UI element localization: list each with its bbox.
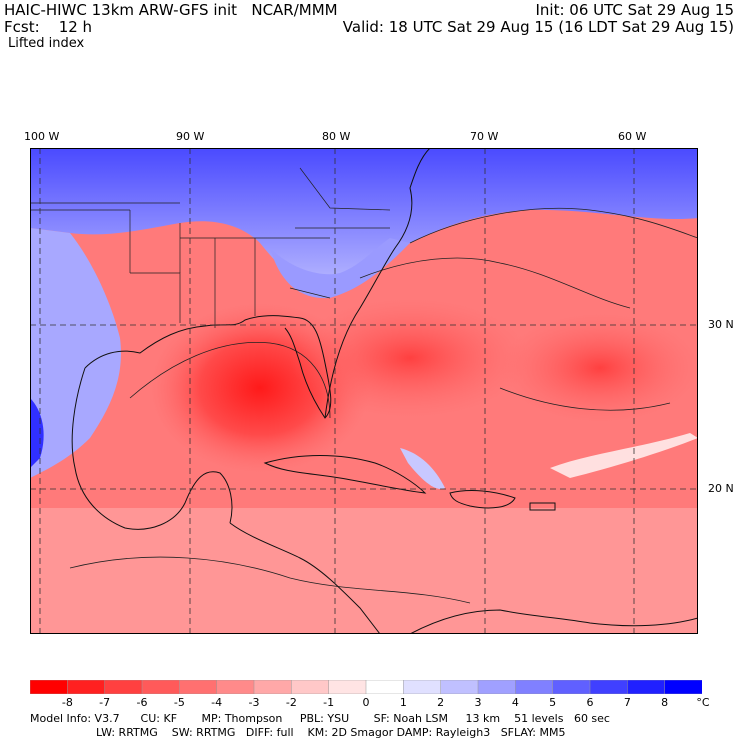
colorbar-tick-label: -8	[61, 696, 73, 709]
lon-label-70w: 70 W	[470, 130, 499, 143]
colorbar-swatch	[291, 680, 330, 694]
caribbean-pale-zone	[30, 508, 698, 634]
colorbar-tick-label: -2	[285, 696, 297, 709]
map-frame	[30, 148, 698, 634]
lifted-index-colorbar	[30, 680, 702, 694]
state-borders	[30, 167, 391, 328]
lat-label-30n: 30 N	[708, 318, 734, 331]
colorbar-tick-label: 0	[362, 696, 370, 709]
field-name: Lifted index	[8, 36, 85, 51]
colorbar-tick-label: 1	[399, 696, 407, 709]
contour-line	[69, 556, 471, 604]
contour-line	[499, 387, 671, 411]
colorbar-swatch	[664, 680, 702, 694]
colorbar-swatch	[440, 680, 479, 694]
puerto-rico-outline	[529, 502, 556, 511]
colorbar-tick-label: -7	[99, 696, 111, 709]
colorbar-swatch	[365, 680, 405, 694]
lon-label-90w: 90 W	[176, 130, 205, 143]
colorbar-unit: °C	[696, 696, 710, 709]
mexico-coastline	[71, 367, 233, 530]
lat-label-20n: 20 N	[708, 482, 734, 495]
stable-southeast-us	[270, 238, 410, 299]
hispaniola-outline	[449, 490, 516, 509]
colorbar-swatch	[30, 680, 69, 694]
graticule	[30, 148, 698, 634]
init-time: Init: 06 UTC Sat 29 Aug 15	[535, 1, 734, 19]
atlantic-unstable-core-1	[290, 298, 530, 418]
colorbar-swatch	[253, 680, 293, 694]
stable-texas-region	[30, 228, 121, 478]
colorbar-tick-label: -4	[211, 696, 223, 709]
colorbar-tick-label: 4	[511, 696, 519, 709]
colorbar-tick-label: 8	[661, 696, 669, 709]
lon-label-100w: 100 W	[24, 130, 60, 143]
stable-north-region	[30, 148, 698, 288]
colorbar-swatch	[515, 680, 554, 694]
model-info-line-2: LW: RRTMG SW: RRTMG DIFF: full KM: 2D Sm…	[96, 726, 566, 739]
colorbar-swatch	[589, 680, 629, 694]
colorbar-swatch	[141, 680, 181, 694]
stable-atlantic-tongue	[550, 433, 698, 478]
colorbar-tick-label: 3	[474, 696, 482, 709]
contour-line	[409, 207, 698, 244]
colorbar-tick-label: 5	[549, 696, 557, 709]
colorbar-tick-label: 2	[437, 696, 445, 709]
model-info-line-1: Model Info: V3.7 CU: KF MP: Thompson PBL…	[30, 712, 610, 725]
colorbar-swatch	[328, 680, 367, 694]
colorbar-tick-label: -3	[248, 696, 260, 709]
colorbar-swatch	[403, 680, 442, 694]
colorbar-swatch	[627, 680, 666, 694]
colorbar-swatch	[477, 680, 517, 694]
atlantic-unstable-core-2	[500, 313, 698, 423]
us-gulf-coastline	[84, 315, 332, 419]
colorbar-swatch	[104, 680, 143, 694]
colorbar-tick-label: -5	[173, 696, 185, 709]
colorbar-swatch	[552, 680, 591, 694]
colorbar-tick-label: 6	[586, 696, 594, 709]
cuba-outline	[263, 455, 427, 494]
us-east-coastline	[324, 148, 431, 419]
contour-line	[129, 341, 331, 419]
lifted-index-map	[30, 148, 698, 634]
colorbar-tick-label: -6	[136, 696, 148, 709]
colorbar-tick-label: -1	[323, 696, 335, 709]
contour-line	[359, 257, 631, 309]
lon-label-80w: 80 W	[322, 130, 351, 143]
model-title: HAIC-HIWC 13km ARW-GFS init NCAR/MMM	[4, 1, 338, 19]
lon-label-60w: 60 W	[618, 130, 647, 143]
south-america-coastline	[409, 609, 698, 634]
colorbar-swatch	[67, 680, 106, 694]
colorbar-swatch	[216, 680, 255, 694]
forecast-hour: Fcst: 12 h	[4, 18, 93, 36]
stable-cuba-patch	[400, 448, 445, 489]
colorbar-tick-label: 7	[623, 696, 631, 709]
colorbar-swatch	[179, 680, 218, 694]
valid-time: Valid: 18 UTC Sat 29 Aug 15 (16 LDT Sat …	[342, 18, 734, 36]
central-america-coastline	[229, 522, 381, 634]
